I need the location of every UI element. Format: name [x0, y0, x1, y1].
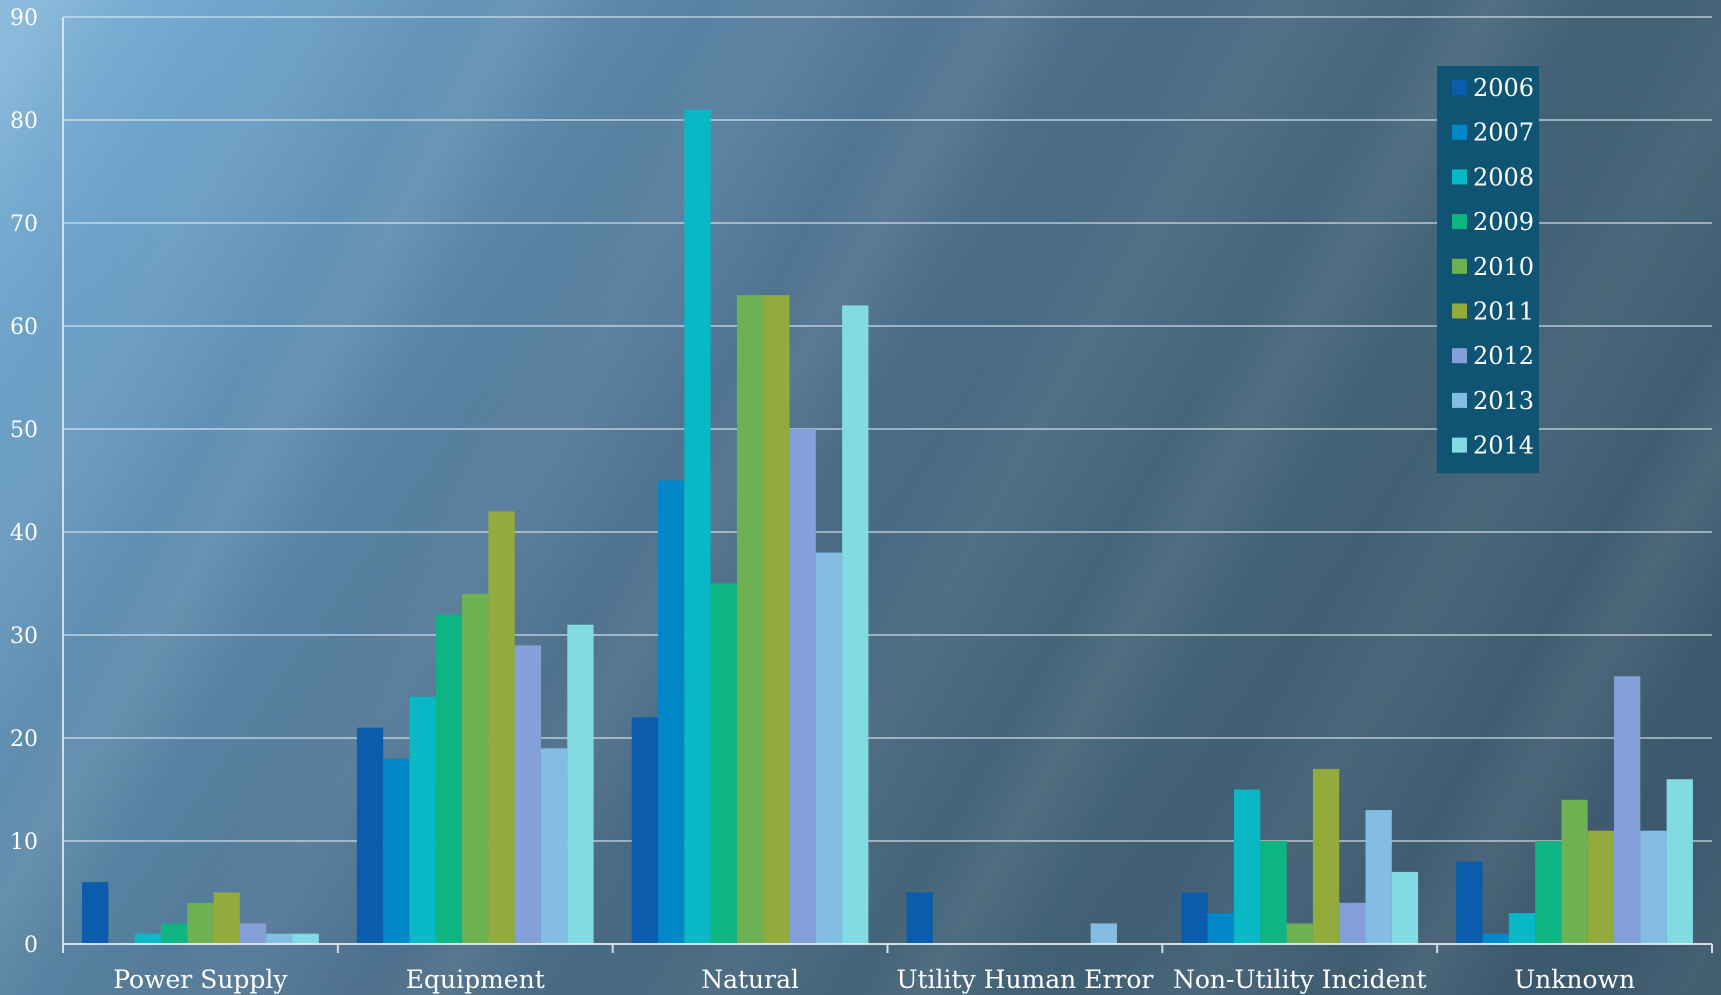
bar-2013-4	[1365, 810, 1392, 944]
legend-label: 2014	[1473, 432, 1534, 460]
legend-swatch	[1452, 214, 1467, 230]
bar-2012-0	[239, 923, 267, 944]
legend-swatch	[1452, 437, 1467, 453]
legend-label: 2008	[1473, 163, 1534, 191]
legend-label: 2010	[1473, 253, 1534, 281]
bar-2008-4	[1234, 789, 1261, 944]
bar-2009-2	[710, 583, 737, 944]
x-category-label: Equipment	[406, 965, 545, 994]
bar-2011-0	[213, 892, 240, 944]
bar-2014-2	[842, 305, 869, 944]
bar-2011-4	[1312, 768, 1340, 944]
legend-swatch	[1452, 169, 1467, 185]
bar-2012-4	[1339, 902, 1366, 944]
x-category-label: Natural	[701, 965, 799, 994]
bar-2006-5	[1456, 861, 1483, 944]
bar-2014-4	[1391, 871, 1419, 944]
legend-label: 2013	[1473, 387, 1534, 415]
bar-2012-2	[789, 429, 816, 944]
axes	[62, 17, 1713, 953]
y-tick-label: 20	[10, 727, 38, 752]
bar-2011-2	[763, 295, 790, 945]
bar-2010-0	[187, 902, 214, 944]
bar-2007-2	[658, 480, 685, 944]
bar-2013-0	[266, 933, 293, 944]
legend-swatch	[1452, 258, 1467, 274]
bar-2014-1	[567, 624, 594, 944]
legend-swatch	[1452, 80, 1467, 95]
x-category-label: Utility Human Error	[896, 965, 1153, 994]
gridlines	[63, 16, 1712, 842]
legend-swatch	[1452, 124, 1467, 140]
bar-2007-1	[383, 758, 410, 944]
y-tick-label: 50	[10, 418, 38, 443]
bar-2009-5	[1535, 841, 1562, 944]
bar-2013-2	[815, 552, 843, 944]
legend-label: 2011	[1473, 298, 1534, 326]
y-tick-label: 30	[10, 624, 38, 649]
bar-2010-5	[1561, 799, 1588, 944]
x-category-label: Power Supply	[113, 965, 288, 994]
bar-2006-2	[631, 717, 659, 944]
y-tick-label: 70	[10, 212, 38, 237]
x-category-label: Unknown	[1514, 965, 1635, 994]
x-category-label: Non-Utility Incident	[1173, 965, 1427, 994]
bar-2006-3	[906, 892, 933, 944]
bar-2008-1	[409, 696, 436, 944]
y-tick-label: 80	[10, 109, 38, 134]
bar-2007-4	[1207, 913, 1234, 944]
bar-2011-1	[488, 511, 515, 944]
bar-2008-2	[684, 109, 711, 944]
bar-2006-1	[356, 727, 384, 944]
legend-label: 2012	[1473, 342, 1534, 370]
bar-2014-0	[292, 933, 319, 944]
y-tick-label: 90	[10, 6, 38, 31]
bar-2012-1	[514, 645, 541, 944]
bar-2012-5	[1614, 676, 1641, 944]
bar-2013-1	[541, 748, 568, 944]
y-tick-label: 0	[24, 933, 38, 958]
bar-2006-0	[82, 882, 109, 944]
bar-2013-5	[1640, 830, 1667, 944]
y-tick-label: 60	[10, 315, 38, 340]
bar-2013-3	[1090, 923, 1117, 944]
bar-2009-1	[435, 614, 463, 944]
legend-label: 2007	[1473, 119, 1534, 147]
y-tick-label: 40	[10, 521, 38, 546]
bar-2008-0	[134, 933, 161, 944]
bar-2011-5	[1587, 830, 1615, 944]
bar-2010-1	[462, 593, 489, 944]
bars	[82, 109, 1693, 945]
legend-swatch	[1452, 348, 1467, 364]
bar-2009-0	[160, 923, 188, 944]
bar-2010-2	[736, 295, 764, 945]
bar-2009-4	[1260, 841, 1287, 944]
legend-swatch	[1452, 303, 1467, 319]
legend-label: 2009	[1473, 208, 1534, 236]
y-axis-ticks: 0 10 20 30 40 50 60 70 80 90	[10, 6, 38, 958]
legend-swatch	[1452, 392, 1467, 408]
bar-2010-4	[1286, 923, 1313, 944]
y-tick-label: 10	[10, 830, 38, 855]
x-axis-categories: Power Supply Equipment Natural Utility Huma…	[113, 965, 1635, 994]
bar-2006-4	[1181, 892, 1208, 944]
legend: 2006 2007 2008 2009 2010 2011 2012 2013 2014	[1437, 66, 1539, 474]
bar-2007-5	[1482, 933, 1509, 944]
legend-label: 2006	[1473, 74, 1534, 102]
bar-2014-5	[1666, 779, 1693, 944]
bar-2008-5	[1508, 913, 1536, 944]
